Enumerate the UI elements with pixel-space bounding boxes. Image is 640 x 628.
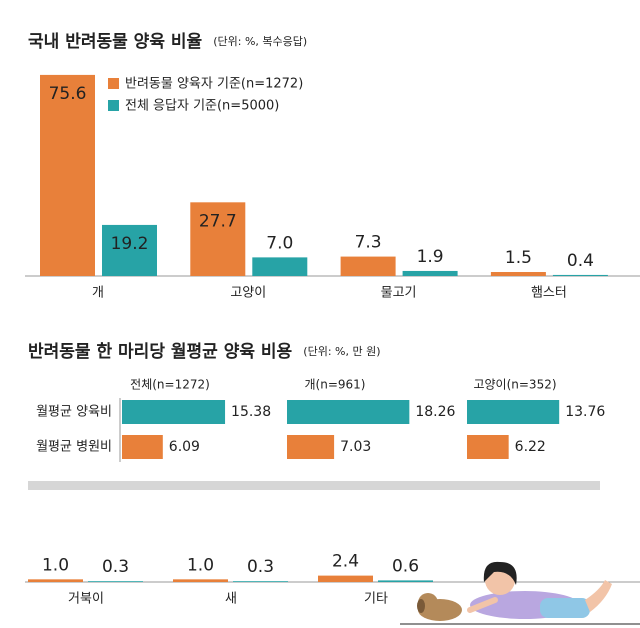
leg [585, 580, 612, 612]
legend-label: 전체 응답자 기준(n=5000) [125, 99, 279, 114]
value-label: 27.7 [199, 211, 237, 231]
x-tick-label: 햄스터 [531, 285, 567, 301]
bar [287, 435, 335, 459]
x-tick-label: 개 [92, 286, 104, 301]
bar [467, 435, 509, 459]
x-tick-label: 고양이 [230, 286, 266, 301]
chart-title: 국내 반려동물 양육 비율 [28, 32, 203, 52]
y-tick-label: 월평균 병원비 [36, 440, 112, 455]
bar [173, 579, 228, 582]
chart-1-heading: 국내 반려동물 양육 비율 (단위: %, 복수응답) [28, 32, 307, 53]
panel-label: 전체(n=1272) [130, 378, 210, 392]
value-label: 1.5 [505, 248, 532, 268]
legend-label: 반려동물 양육자 기준(n=1272) [125, 77, 303, 92]
value-label: 7.3 [355, 233, 382, 253]
value-label: 0.3 [102, 557, 129, 577]
value-label: 19.2 [111, 234, 149, 254]
value-label: 18.26 [415, 404, 455, 420]
x-tick-label: 거북이 [68, 592, 104, 607]
value-label: 2.4 [332, 552, 359, 572]
value-label: 1.0 [42, 555, 69, 575]
value-label: 0.4 [567, 251, 594, 271]
x-tick-label: 기타 [364, 592, 388, 607]
bar [190, 202, 246, 276]
panel-label: 고양이(n=352) [473, 378, 556, 392]
arm [467, 597, 498, 613]
value-label: 6.22 [515, 439, 546, 455]
value-label: 13.76 [565, 404, 605, 420]
value-label: 1.0 [187, 555, 214, 575]
bar [28, 579, 83, 582]
value-label: 0.6 [392, 556, 419, 576]
bar [378, 580, 433, 582]
value-label: 1.9 [417, 247, 444, 267]
value-label: 75.6 [49, 84, 87, 104]
x-tick-label: 새 [225, 592, 237, 607]
bar [233, 581, 288, 582]
value-label: 15.38 [231, 404, 271, 420]
value-label: 7.0 [266, 233, 293, 253]
bar [287, 400, 410, 424]
bar [122, 435, 163, 459]
divider [28, 481, 600, 490]
illustration [400, 561, 640, 625]
bar [402, 270, 458, 276]
bar [88, 581, 143, 582]
bar [552, 274, 608, 276]
dog-ear [417, 599, 425, 613]
bar [102, 224, 157, 276]
bar [467, 400, 560, 424]
bar [490, 272, 546, 276]
value-label: 6.09 [169, 439, 200, 455]
legend-swatch [108, 78, 119, 89]
bar [40, 74, 95, 277]
chart-title: 반려동물 한 마리당 월평균 양육 비용 [28, 342, 293, 362]
chart-subtitle: (단위: %, 만 원) [303, 345, 380, 358]
bar [318, 575, 373, 582]
chart-2-heading: 반려동물 한 마리당 월평균 양육 비용 (단위: %, 만 원) [28, 342, 381, 363]
bar [122, 400, 226, 424]
bar [340, 256, 396, 276]
y-tick-label: 월평균 양육비 [36, 405, 112, 420]
value-label: 0.3 [247, 557, 274, 577]
value-label: 7.03 [340, 439, 371, 455]
chart-subtitle: (단위: %, 복수응답) [213, 35, 307, 48]
bar [252, 257, 308, 276]
legend-swatch [108, 100, 119, 111]
hair [483, 561, 517, 585]
panel-label: 개(n=961) [305, 378, 366, 392]
shorts [540, 598, 590, 618]
x-tick-label: 물고기 [381, 286, 417, 301]
